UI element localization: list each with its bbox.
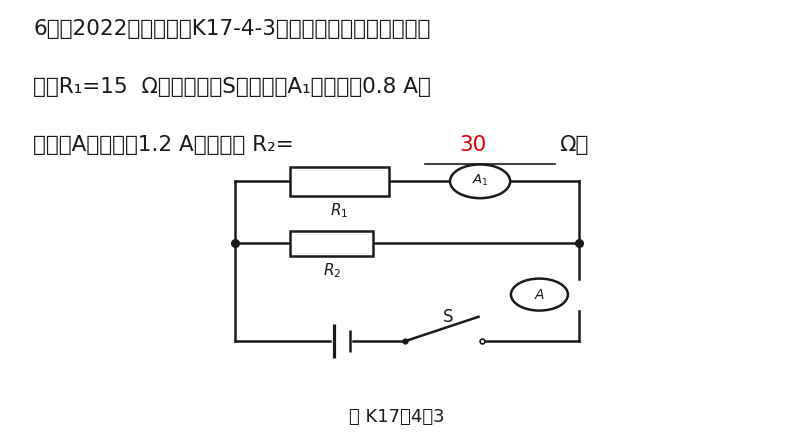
Bar: [290, 231, 373, 256]
Text: 图 K17－4－3: 图 K17－4－3: [349, 408, 445, 426]
Text: $A_1$: $A_1$: [472, 173, 488, 188]
Text: $R_1$: $R_1$: [330, 201, 349, 220]
Text: $R_2$: $R_2$: [322, 261, 341, 280]
Text: 电阻R₁=15  Ω，闭合开关S，电流表A₁的示数为0.8 A，: 电阻R₁=15 Ω，闭合开关S，电流表A₁的示数为0.8 A，: [33, 77, 431, 97]
Text: Ω。: Ω。: [559, 135, 588, 155]
Text: 30: 30: [460, 135, 487, 155]
Circle shape: [450, 164, 510, 198]
Text: 6．（2022安徽）如图K17-4-3所示，电源电压保持不变，: 6．（2022安徽）如图K17-4-3所示，电源电压保持不变，: [33, 19, 430, 39]
Text: S: S: [442, 308, 453, 326]
Bar: [290, 167, 389, 196]
Text: 电流表A的示数为1.2 A，则电阻 R₂=: 电流表A的示数为1.2 A，则电阻 R₂=: [33, 135, 294, 155]
Circle shape: [511, 278, 568, 311]
Text: A: A: [534, 287, 544, 302]
